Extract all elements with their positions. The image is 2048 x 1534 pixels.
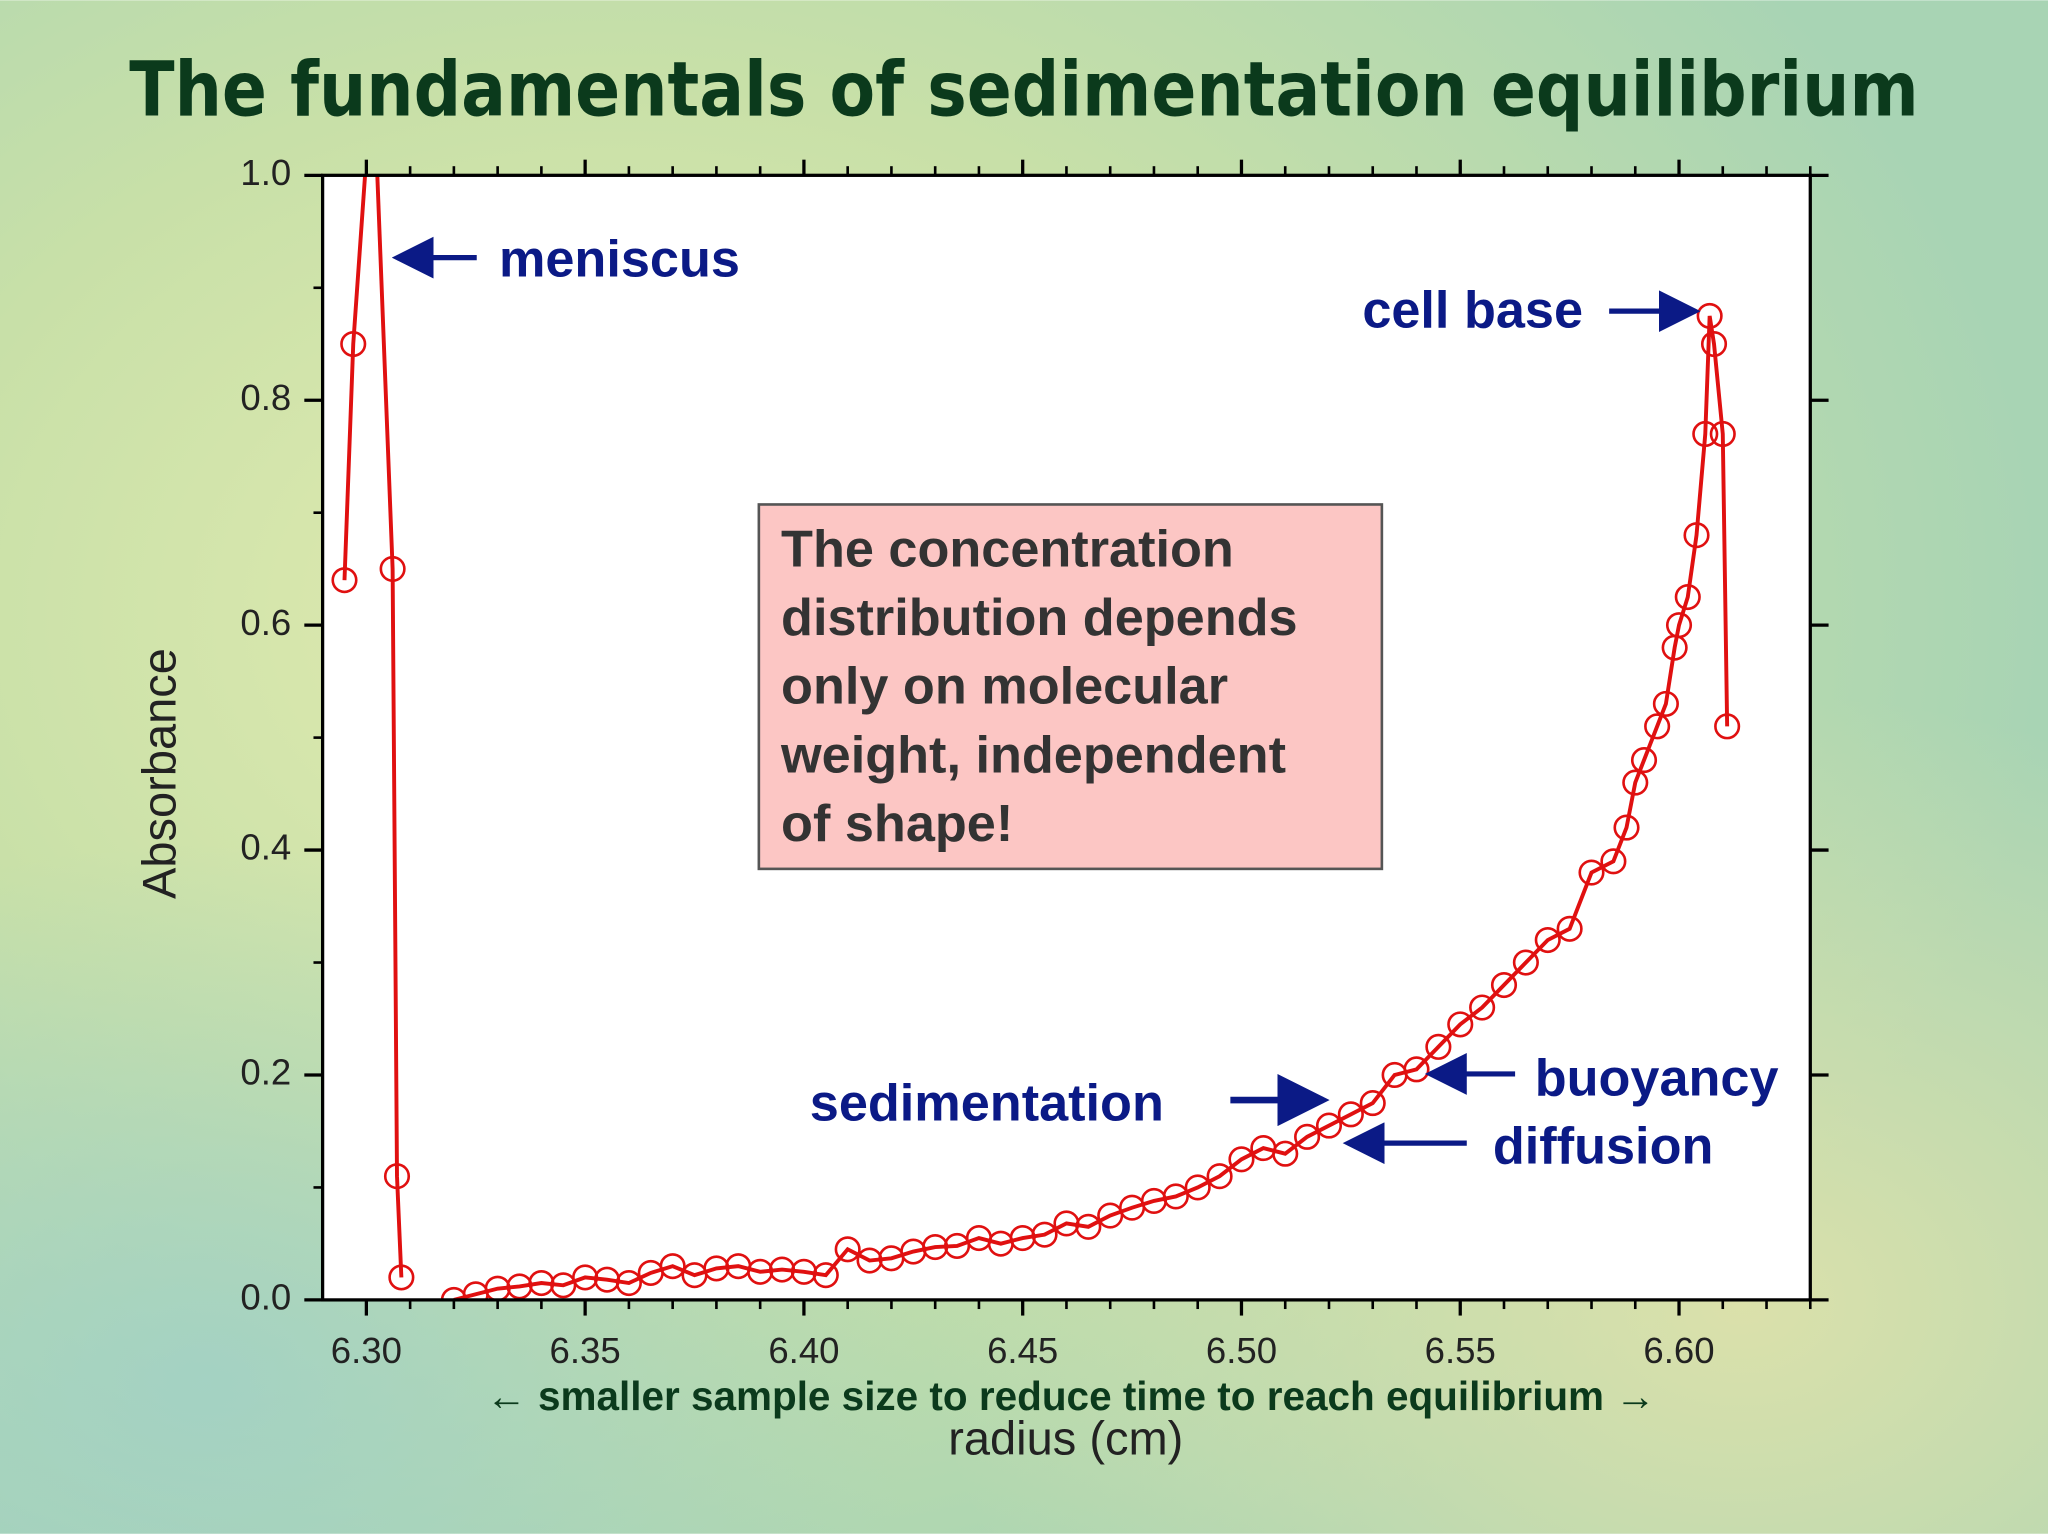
y-tick-label: 0.2 <box>240 1052 291 1093</box>
data-point <box>1714 713 1741 740</box>
data-point <box>1613 814 1640 841</box>
callout-line: only on molecular <box>781 658 1228 716</box>
data-point <box>1184 1174 1211 1201</box>
data-point <box>1272 1140 1299 1167</box>
data-point <box>747 1258 774 1285</box>
annotation: diffusion <box>1493 1117 1714 1175</box>
annotation: meniscus <box>499 231 740 289</box>
data-point <box>1075 1213 1102 1240</box>
y-tick-label: 0.0 <box>240 1277 291 1318</box>
data-point <box>1469 994 1496 1021</box>
data-point <box>1578 859 1605 886</box>
data-point <box>834 1236 861 1263</box>
data-point <box>331 567 358 594</box>
series-layer <box>331 175 1741 1300</box>
data-point <box>1228 1146 1255 1173</box>
data-point <box>1447 1011 1474 1038</box>
data-point <box>1622 769 1649 796</box>
data-point <box>1652 690 1679 717</box>
x-tick-label: 6.55 <box>1425 1330 1496 1371</box>
x-tick-label: 6.50 <box>1206 1330 1277 1371</box>
y-tick-label: 1.0 <box>240 152 291 193</box>
data-point <box>659 1253 686 1280</box>
data-point <box>1683 522 1710 549</box>
data-point <box>1031 1221 1058 1248</box>
x-tick-label: 6.30 <box>331 1330 402 1371</box>
data-point <box>383 1163 411 1190</box>
data-point <box>922 1233 949 1261</box>
data-point <box>1665 612 1693 639</box>
annotation: cell base <box>1362 282 1583 340</box>
callout-line: of shape! <box>781 795 1013 853</box>
data-point <box>1556 915 1583 942</box>
callout-line: weight, independent <box>780 726 1286 784</box>
data-point <box>1206 1163 1233 1190</box>
data-point <box>1709 420 1736 448</box>
data-point <box>703 1255 730 1282</box>
data-point <box>615 1269 642 1297</box>
data-point <box>484 1275 511 1300</box>
callout-line: distribution depends <box>781 589 1298 647</box>
data-point <box>856 1247 883 1274</box>
data-point <box>379 555 406 582</box>
data-point <box>1630 747 1658 774</box>
data-point <box>1674 583 1701 611</box>
annotation: buoyancy <box>1535 1050 1779 1108</box>
data-point <box>1534 926 1561 954</box>
annotation: sedimentation <box>810 1074 1164 1132</box>
data-point <box>1359 1090 1386 1117</box>
plot-layer <box>331 175 1741 1300</box>
data-point <box>1692 420 1719 448</box>
y-tick-label: 0.4 <box>240 827 291 868</box>
y-tick-label: 0.8 <box>240 377 291 418</box>
data-point <box>1700 330 1728 358</box>
data-point <box>440 1286 467 1300</box>
callout-line: The concentration <box>781 521 1234 579</box>
callout-text: The concentration distribution depends onl… <box>780 521 1298 853</box>
data-point <box>388 1264 415 1291</box>
x-axis-label: radius (cm) <box>948 1412 1183 1465</box>
x-tick-label: 6.35 <box>550 1330 621 1371</box>
note: ← smaller sample size to reduce time to … <box>486 1373 1655 1419</box>
y-tick-label: 0.6 <box>240 602 291 643</box>
callout-box <box>757 503 1384 871</box>
data-point <box>812 1262 839 1289</box>
x-tick-label: 6.40 <box>768 1330 839 1371</box>
x-tick-label: 6.60 <box>1643 1330 1714 1371</box>
data-point <box>1644 713 1671 740</box>
data-point <box>572 1264 599 1291</box>
data-point <box>1600 848 1627 875</box>
slide-title: The fundamentals of sedimentation equili… <box>129 45 1918 133</box>
data-point <box>1512 949 1539 976</box>
x-tick-label: 6.45 <box>987 1330 1058 1371</box>
data-point <box>1490 971 1518 999</box>
y-axis-label: Absorbance <box>133 648 186 899</box>
data-point <box>340 330 367 358</box>
data-point <box>1162 1183 1189 1210</box>
data-point <box>768 1256 796 1283</box>
data-point <box>528 1269 555 1297</box>
